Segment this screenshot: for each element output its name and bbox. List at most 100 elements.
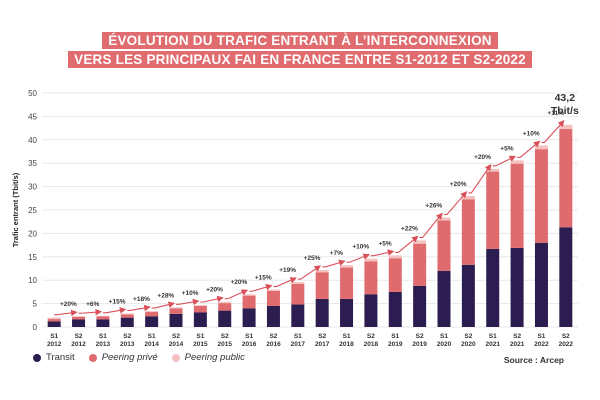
x-tick-label-half: S2 (269, 333, 277, 340)
bar-peering-prive (364, 261, 378, 295)
growth-label: +10% (352, 244, 369, 251)
bar-peering-public (413, 240, 427, 244)
y-tick-label: 25 (28, 206, 37, 215)
growth-arrow (102, 307, 127, 314)
bar-peering-prive (169, 308, 183, 314)
growth-label: +11% (547, 110, 564, 117)
bar-transit (559, 227, 573, 327)
bar-peering-public (486, 168, 500, 172)
bar-peering-prive (96, 316, 110, 320)
y-axis-label: Trafic entrant (Tbit/s) (11, 172, 20, 247)
bar-peering-prive (340, 267, 354, 299)
x-tick-label-year: 2021 (510, 341, 525, 348)
x-tick-label-year: 2014 (169, 341, 184, 348)
bar-peering-public (47, 317, 61, 320)
bar-transit (169, 313, 183, 327)
title-line-1: ÉVOLUTION DU TRAFIC ENTRANT À L’INTERCON… (102, 32, 498, 49)
x-tick-label-half: S1 (148, 333, 156, 340)
growth-arrow (517, 140, 541, 158)
bar-peering-public (388, 255, 402, 259)
bar-transit (145, 316, 159, 327)
legend-label-transit: Transit (46, 352, 75, 363)
growth-label: +15% (109, 298, 126, 305)
x-tick-label-half: S1 (391, 333, 399, 340)
growth-label: +20% (206, 287, 223, 294)
bar-peering-prive (559, 129, 573, 228)
x-tick-label-half: S1 (99, 333, 107, 340)
bar-peering-public (437, 217, 451, 221)
y-tick-label: 50 (28, 89, 37, 98)
bar-transit (388, 291, 402, 327)
x-tick-label-year: 2016 (242, 341, 257, 348)
bar-peering-public (96, 315, 110, 317)
bar-transit (242, 308, 256, 327)
bar-peering-public (218, 301, 232, 304)
bar-transit (47, 321, 61, 327)
bar-peering-prive (291, 283, 305, 305)
bar-peering-prive (413, 243, 427, 286)
y-tick-label: 40 (28, 136, 37, 145)
y-tick-label: 5 (33, 300, 38, 309)
growth-arrow (468, 163, 492, 194)
bar-transit (266, 305, 280, 327)
bar-peering-prive (315, 272, 329, 299)
bar-peering-public (242, 294, 256, 296)
x-tick-label-year: 2014 (144, 341, 159, 348)
legend-item-peering-public: Peering public (171, 352, 245, 363)
bar-peering-public (266, 289, 280, 291)
x-tick-label-half: S1 (343, 333, 351, 340)
x-tick-label-year: 2018 (364, 341, 379, 348)
growth-arrow (395, 235, 419, 253)
x-tick-label-year: 2019 (388, 341, 403, 348)
growth-label: +15% (255, 275, 272, 282)
x-tick-label-half: S2 (318, 333, 326, 340)
bar-transit (510, 247, 524, 327)
x-tick-label-half: S1 (196, 333, 204, 340)
bar-transit (96, 319, 110, 327)
x-tick-label-half: S1 (489, 333, 497, 340)
bar-peering-prive (193, 305, 207, 313)
bar-peering-public (291, 282, 305, 284)
bar-peering-prive (388, 258, 402, 292)
x-tick-label-half: S1 (440, 333, 448, 340)
growth-arrow (346, 253, 370, 263)
growth-label: +20% (450, 181, 467, 188)
x-tick-label-year: 2016 (266, 341, 281, 348)
x-tick-label-half: S2 (464, 333, 472, 340)
growth-arrow (249, 283, 273, 292)
x-tick-label-half: S2 (513, 333, 521, 340)
growth-label: +6% (86, 301, 99, 308)
x-tick-label-year: 2012 (47, 341, 62, 348)
bar-peering-public (315, 269, 329, 273)
bar-peering-public (120, 313, 134, 315)
x-tick-label-year: 2022 (559, 341, 574, 348)
x-tick-label-half: S2 (123, 333, 131, 340)
bar-transit (193, 312, 207, 327)
bar-peering-public (169, 307, 183, 309)
x-tick-label-year: 2013 (96, 341, 111, 348)
source-note: Source : Arcep (503, 355, 564, 365)
y-tick-label: 15 (28, 253, 37, 262)
legend-swatch-peering-public (171, 353, 180, 362)
bar-transit (486, 248, 500, 327)
growth-arrow (322, 259, 346, 268)
x-tick-label-half: S1 (50, 333, 58, 340)
y-tick-label: 35 (28, 159, 37, 168)
x-tick-label-year: 2021 (485, 341, 500, 348)
growth-label: +10% (523, 130, 540, 137)
bar-transit (413, 285, 427, 327)
growth-arrow (541, 120, 565, 143)
x-tick-label-half: S1 (537, 333, 545, 340)
legend-label-peering-prive: Peering privé (101, 352, 158, 363)
bar-peering-prive (510, 163, 524, 248)
x-tick-label-year: 2022 (534, 341, 549, 348)
legend-swatch-transit (33, 353, 41, 362)
bar-peering-prive (461, 199, 475, 265)
chart-title: ÉVOLUTION DU TRAFIC ENTRANT À L’INTERCON… (0, 32, 600, 70)
x-tick-label-half: S2 (562, 333, 570, 340)
bar-peering-public (534, 145, 548, 150)
growth-label: +26% (425, 202, 442, 209)
x-tick-label-half: S2 (416, 333, 424, 340)
bar-peering-prive (266, 290, 280, 306)
